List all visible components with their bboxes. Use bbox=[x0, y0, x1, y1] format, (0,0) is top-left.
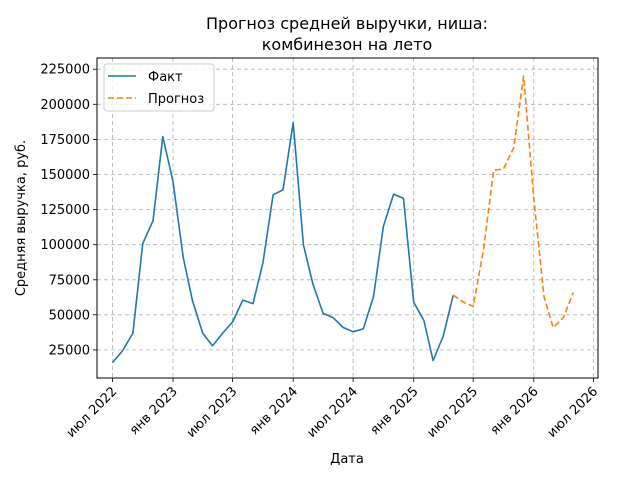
series-line-forecast bbox=[452, 75, 575, 329]
y-tick-label: 125000 bbox=[40, 203, 90, 218]
y-tick-label: 150000 bbox=[40, 168, 90, 183]
series-line-fact bbox=[111, 121, 454, 364]
y-tick-label: 200000 bbox=[40, 98, 90, 113]
y-axis-label: Средняя выручка, руб. bbox=[14, 140, 29, 296]
grid bbox=[97, 58, 598, 378]
y-tick-label: 175000 bbox=[40, 133, 90, 148]
y-axis: 25000 50000 75000 100000 125000 150000 175000 2… bbox=[40, 63, 97, 358]
chart-title-line1: Прогноз средней выручки, ниша: bbox=[206, 14, 488, 33]
series-lines bbox=[111, 75, 575, 364]
legend: Факт Прогноз bbox=[103, 63, 215, 112]
y-tick-label: 100000 bbox=[40, 238, 90, 253]
y-tick-label: 25000 bbox=[49, 343, 90, 358]
y-tick-label: 75000 bbox=[49, 273, 90, 288]
x-axis-label: Дата bbox=[330, 452, 364, 467]
y-tick-label: 50000 bbox=[49, 308, 90, 323]
y-tick-label: 225000 bbox=[40, 63, 90, 78]
chart-title-line2: комбинезон на лето bbox=[262, 35, 432, 54]
legend-label-fact: Факт bbox=[148, 70, 183, 85]
plot-frame bbox=[96, 57, 599, 379]
legend-label-forecast: Прогноз bbox=[148, 92, 204, 107]
